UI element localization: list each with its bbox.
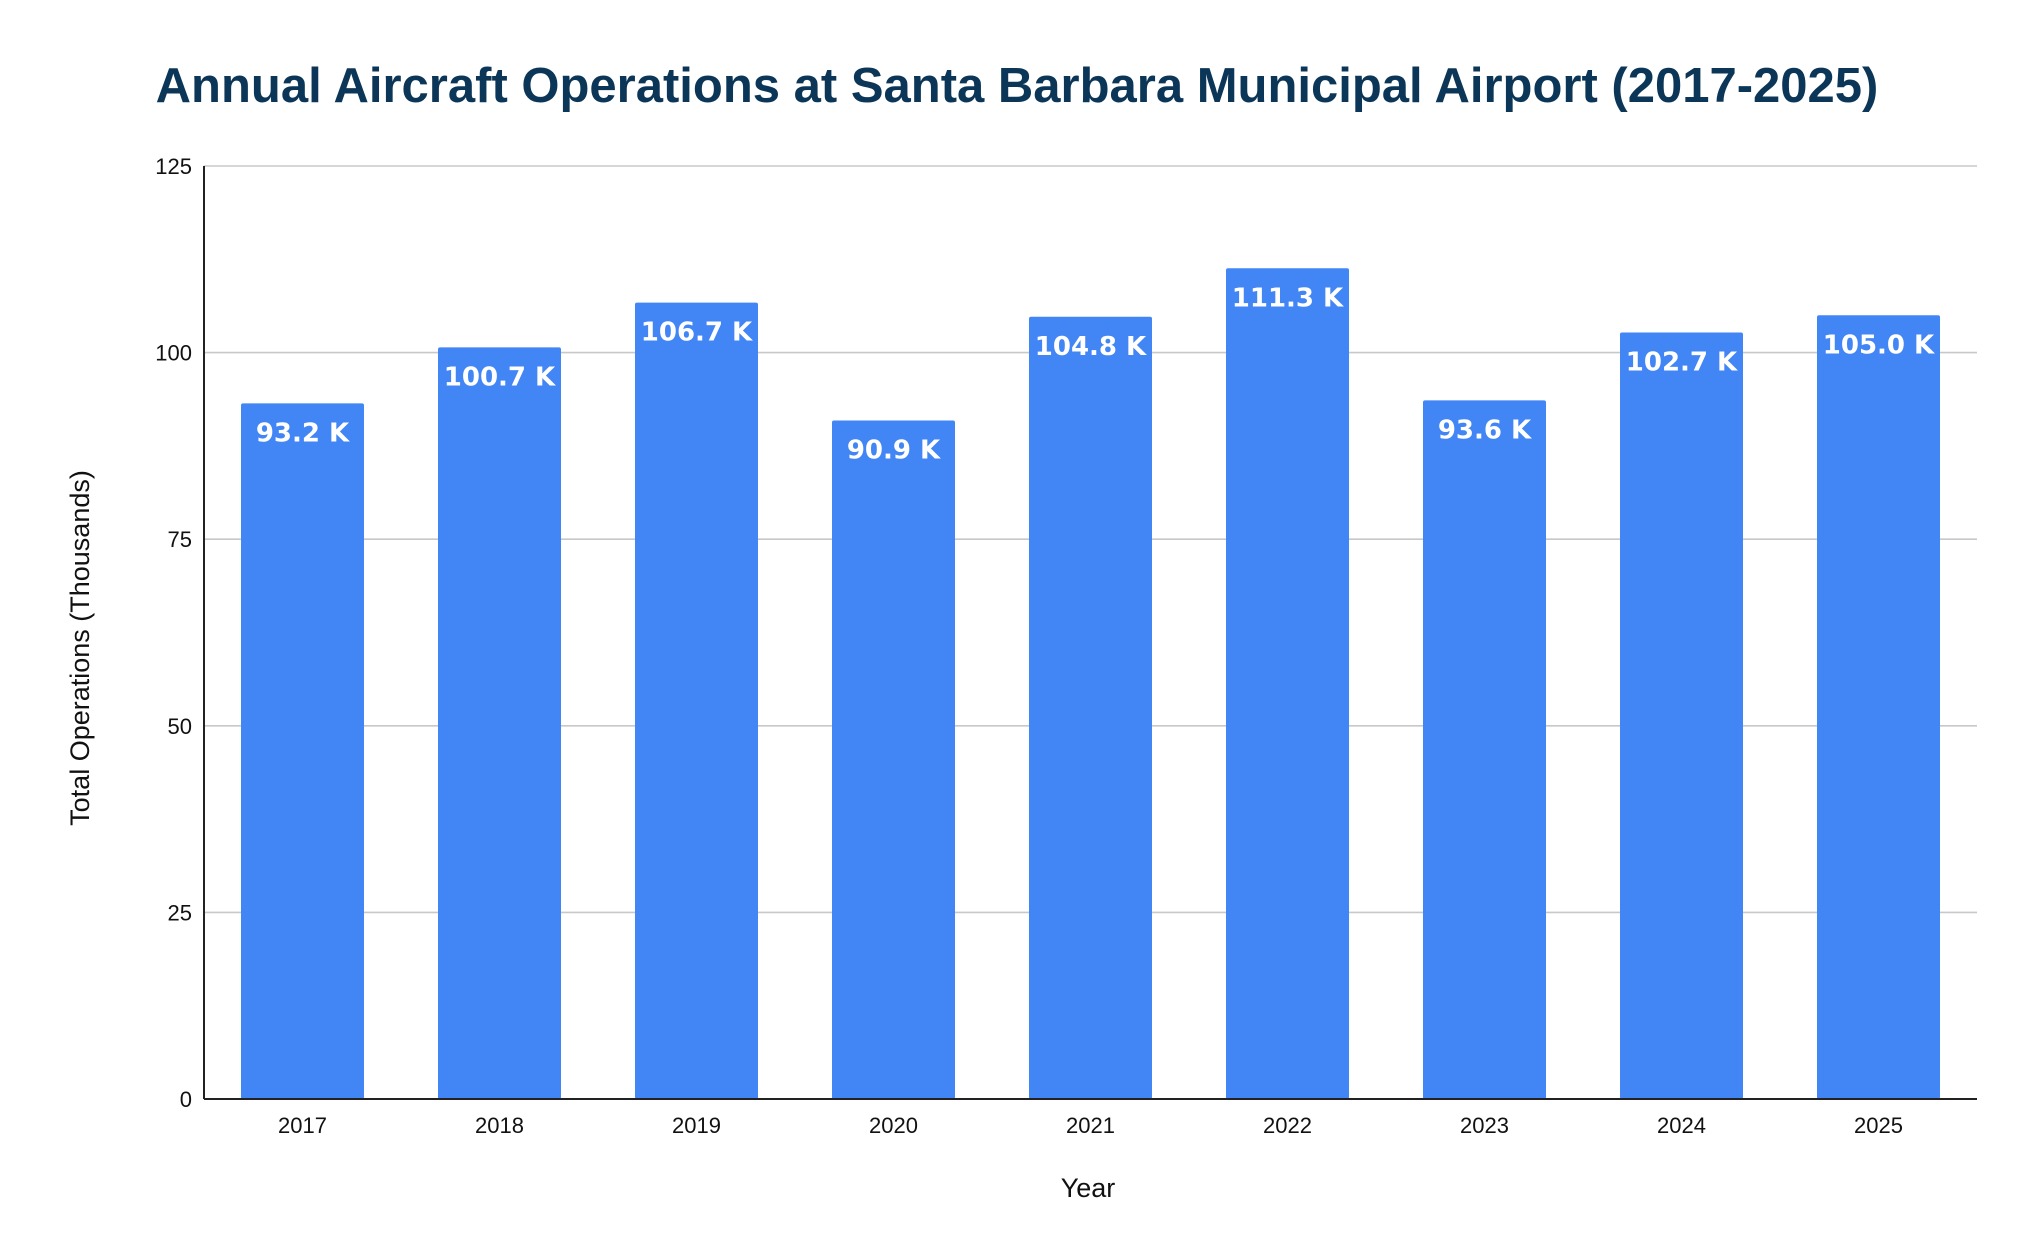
data-label-2025: 105.0 K	[1823, 330, 1935, 360]
bar-2023	[1423, 400, 1546, 1099]
y-tick-label: 50	[168, 714, 192, 739]
x-tick-label: 2017	[278, 1113, 327, 1138]
y-tick-label: 25	[168, 900, 192, 925]
bars	[241, 268, 1940, 1099]
x-tick-label: 2019	[672, 1113, 721, 1138]
y-tick-label: 0	[180, 1087, 192, 1112]
chart-title: Annual Aircraft Operations at Santa Barb…	[156, 59, 1879, 113]
data-label-2022: 111.3 K	[1232, 283, 1344, 313]
data-labels: 93.2 K 100.7 K 106.7 K 90.9 K 104.8 K 111.3 K…	[256, 283, 1935, 465]
x-tick-label: 2024	[1657, 1113, 1706, 1138]
bar-2025	[1817, 315, 1940, 1099]
data-label-2020: 90.9 K	[847, 436, 941, 466]
y-axis-ticks: 0 25 50 75 100 125	[155, 154, 192, 1112]
x-tick-label: 2021	[1066, 1113, 1115, 1138]
data-label-2018: 100.7 K	[444, 362, 556, 392]
bar-2022	[1226, 268, 1349, 1099]
bar-2024	[1620, 332, 1743, 1099]
data-label-2023: 93.6 K	[1438, 415, 1532, 445]
y-tick-label: 100	[155, 341, 192, 366]
bar-2017	[241, 403, 364, 1099]
data-label-2024: 102.7 K	[1626, 347, 1738, 377]
x-tick-label: 2025	[1854, 1113, 1903, 1138]
bar-2019	[635, 302, 758, 1099]
x-tick-label: 2022	[1263, 1113, 1312, 1138]
bar-2020	[832, 420, 955, 1099]
y-axis-title: Total Operations (Thousands)	[65, 470, 95, 826]
x-tick-label: 2018	[475, 1113, 524, 1138]
x-tick-label: 2023	[1460, 1113, 1509, 1138]
bar-2021	[1029, 316, 1152, 1099]
x-axis-title: Year	[1061, 1173, 1116, 1203]
x-axis-ticks: 2017 2018 2019 2020 2021 2022 2023 2024 2025	[278, 1113, 1903, 1138]
x-tick-label: 2020	[869, 1113, 918, 1138]
data-label-2021: 104.8 K	[1035, 332, 1147, 362]
data-label-2019: 106.7 K	[641, 318, 753, 348]
data-label-2017: 93.2 K	[256, 418, 350, 448]
y-tick-label: 125	[155, 154, 192, 179]
y-tick-label: 75	[168, 527, 192, 552]
bar-2018	[438, 347, 561, 1099]
